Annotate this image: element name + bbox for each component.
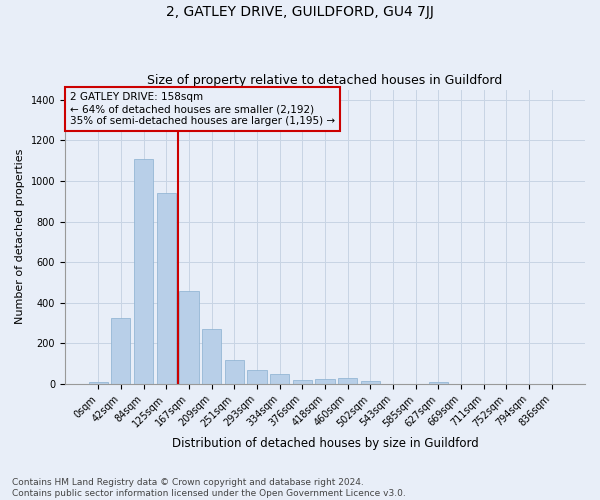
Y-axis label: Number of detached properties: Number of detached properties: [15, 149, 25, 324]
Bar: [157, 193, 176, 384]
Bar: [111, 318, 130, 384]
Bar: [179, 290, 199, 384]
Bar: [134, 158, 153, 384]
Title: Size of property relative to detached houses in Guildford: Size of property relative to detached ho…: [148, 74, 503, 87]
Bar: [224, 360, 244, 384]
Bar: [247, 370, 266, 384]
Bar: [89, 382, 108, 384]
X-axis label: Distribution of detached houses by size in Guildford: Distribution of detached houses by size …: [172, 437, 478, 450]
Bar: [316, 379, 335, 384]
Bar: [293, 380, 312, 384]
Bar: [270, 374, 289, 384]
Bar: [428, 382, 448, 384]
Text: 2, GATLEY DRIVE, GUILDFORD, GU4 7JJ: 2, GATLEY DRIVE, GUILDFORD, GU4 7JJ: [166, 5, 434, 19]
Text: Contains HM Land Registry data © Crown copyright and database right 2024.
Contai: Contains HM Land Registry data © Crown c…: [12, 478, 406, 498]
Text: 2 GATLEY DRIVE: 158sqm
← 64% of detached houses are smaller (2,192)
35% of semi-: 2 GATLEY DRIVE: 158sqm ← 64% of detached…: [70, 92, 335, 126]
Bar: [361, 381, 380, 384]
Bar: [338, 378, 357, 384]
Bar: [202, 329, 221, 384]
